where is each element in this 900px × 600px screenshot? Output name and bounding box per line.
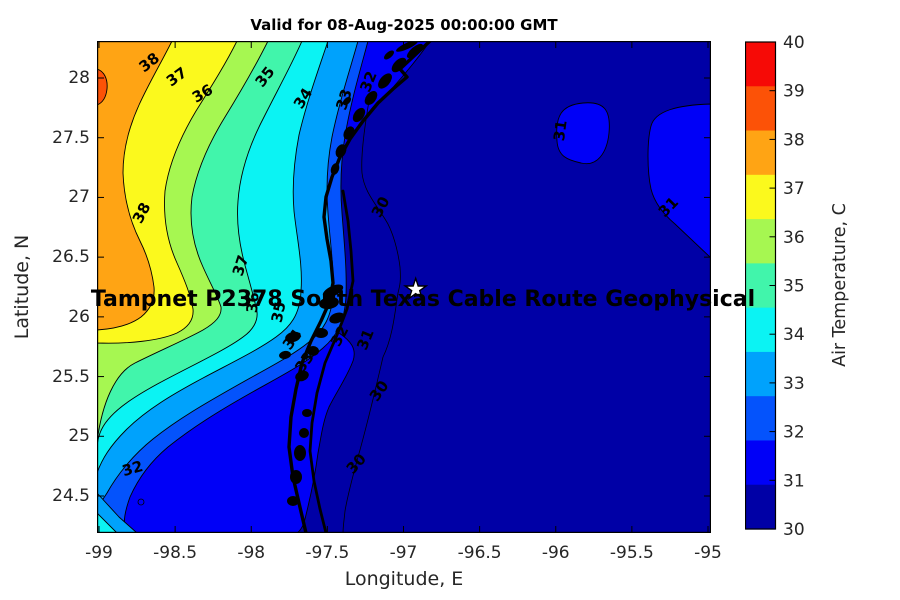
y-tick-label: 25 [20, 426, 90, 446]
colorbar-tick-label: 34 [783, 325, 805, 345]
y-tick-label: 24.5 [20, 486, 90, 506]
overlay-annotation: Tampnet P2378 South Texas Cable Route Ge… [91, 287, 755, 312]
x-tick-label: -98 [211, 543, 291, 563]
colorbar-tick-label: 38 [783, 130, 805, 150]
colorbar-tick-label: 40 [783, 33, 805, 53]
y-tick-label: 25.5 [20, 367, 90, 387]
colorbar-label: Air Temperature, C [830, 203, 850, 367]
x-tick-label: -97 [364, 543, 444, 563]
plot-title: Valid for 08-Aug-2025 00:00:00 GMT [250, 16, 557, 34]
colorbar-tick-label: 32 [783, 423, 805, 443]
y-tick-label: 27 [20, 187, 90, 207]
x-tick-label: -96.5 [440, 543, 520, 563]
y-tick-label: 28 [20, 68, 90, 88]
colorbar-tick-label: 36 [783, 228, 805, 248]
x-tick-label: -95 [668, 543, 748, 563]
x-tick-label: -97.5 [287, 543, 367, 563]
colorbar-tick-label: 33 [783, 374, 805, 394]
x-axis-label: Longitude, E [345, 568, 464, 590]
colorbar-tick-labels: 40 39 38 37 36 35 34 33 32 31 30 [783, 33, 805, 540]
x-tick-label: -98.5 [135, 543, 215, 563]
figure-canvas: Valid for 08-Aug-2025 00:00:00 GMT [0, 0, 900, 600]
y-tick-label: 27.5 [20, 128, 90, 148]
colorbar: 40 39 38 37 36 35 34 33 32 31 30 Air Temperature, … [745, 30, 900, 575]
colorbar-tick-label: 35 [783, 277, 805, 297]
x-tick-label: -95.5 [592, 543, 672, 563]
y-axis-label: Latitude, N [11, 235, 33, 340]
colorbar-tick-label: 39 [783, 82, 805, 102]
x-tick-label: -96 [516, 543, 596, 563]
contour-label-31: 31 [550, 119, 571, 142]
colorbar-tick-label: 31 [783, 471, 805, 491]
colorbar-tick-label: 37 [783, 179, 805, 199]
colorbar-tick-label: 30 [783, 520, 805, 540]
x-tick-label: -99 [59, 543, 139, 563]
